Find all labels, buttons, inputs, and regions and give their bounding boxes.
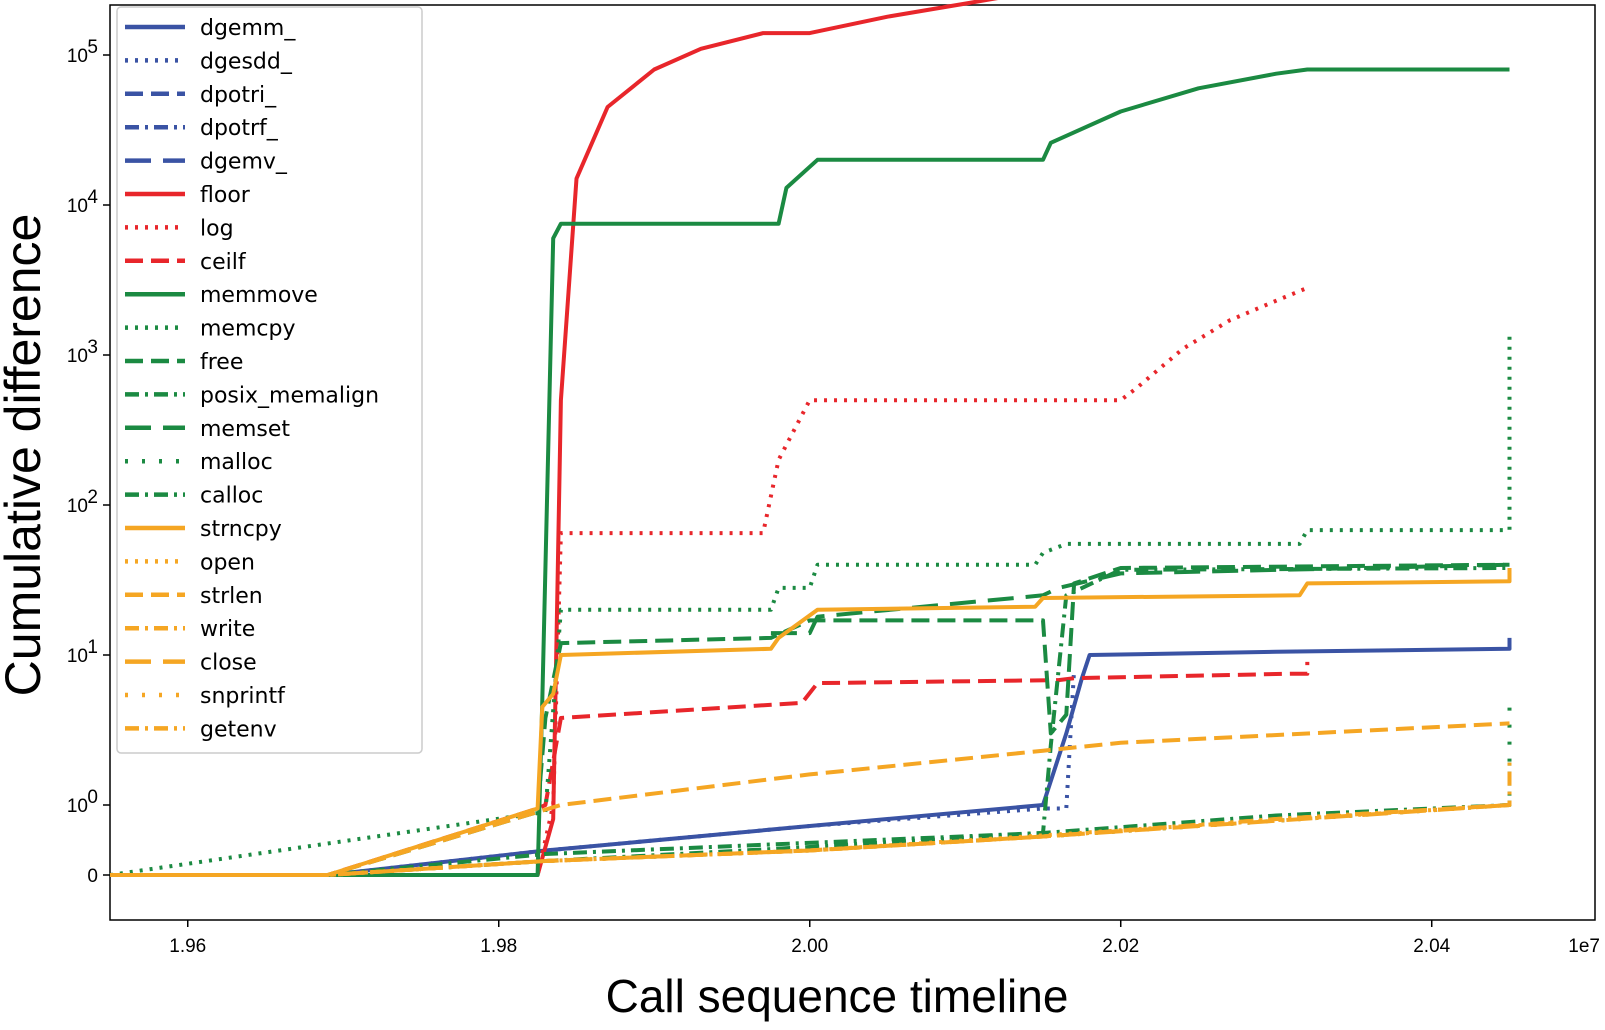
series-line-dgemm	[110, 637, 1512, 877]
series-line-floor	[110, 0, 999, 877]
x-offset-label: 1e7	[1568, 936, 1600, 957]
x-tick-label: 2.02	[1102, 936, 1139, 957]
x-tick-label: 2.00	[791, 936, 828, 957]
legend: dgemm_ dgesdd_ dpotri_ dpotrf_ dgemv_floor lo…	[116, 6, 423, 754]
legend-label: open	[200, 550, 255, 575]
legend-label: dgemm_	[200, 16, 296, 41]
legend-label: floor	[200, 183, 251, 208]
x-axis-ticks: 1.96 1.98 2.00 2.02 2.04	[169, 920, 1451, 957]
y-tick-exponent: 2	[87, 487, 98, 508]
x-axis-title: Call sequence timeline	[606, 970, 1069, 1022]
legend-label: dgesdd_	[200, 49, 293, 74]
legend-label: posix_memalign	[200, 383, 379, 408]
y-tick-exponent: 3	[87, 337, 98, 358]
series-line-dgesdd	[110, 669, 1077, 877]
x-tick-label: 1.96	[169, 936, 206, 957]
y-tick-label: 10	[67, 46, 88, 67]
x-tick-label: 2.04	[1413, 936, 1450, 957]
series-line-strlen	[110, 721, 1510, 877]
series-line-close	[110, 803, 1510, 877]
legend-label: dpotrf_	[200, 116, 279, 141]
y-tick-exponent: 0	[87, 787, 98, 808]
y-tick-label: 10	[67, 646, 88, 667]
legend-label: dgemv_	[200, 150, 288, 175]
series-line-memcpy	[109, 333, 1512, 877]
legend-label: free	[200, 350, 243, 375]
y-tick-exponent: 5	[87, 37, 98, 58]
series-line-strncpy	[110, 568, 1512, 877]
legend-label: memset	[200, 417, 290, 442]
legend-label: memcpy	[200, 317, 295, 342]
series-line-getenv	[110, 803, 1510, 877]
y-tick-exponent: 4	[87, 187, 98, 208]
legend-label: strlen	[200, 584, 263, 609]
legend-label: malloc	[200, 450, 273, 475]
legend-label: getenv	[200, 717, 277, 742]
legend-label: memmove	[200, 283, 318, 308]
legend-label: close	[200, 651, 257, 676]
series-line-memmove	[110, 67, 1510, 877]
legend-label: dpotri_	[200, 83, 277, 108]
legend-label: write	[200, 617, 255, 642]
legend-label: calloc	[200, 484, 263, 509]
y-tick-label: 10	[67, 496, 88, 517]
y-tick-exponent: 1	[87, 637, 98, 658]
series-line-memset	[770, 562, 1510, 636]
y-axis-title: Cumulative difference	[0, 214, 51, 697]
legend-box	[116, 6, 423, 754]
legend-label: strncpy	[200, 517, 282, 542]
y-tick-label: 10	[67, 346, 88, 367]
x-tick-label: 1.98	[480, 936, 517, 957]
legend-label: snprintf	[200, 684, 286, 709]
y-tick-label: 10	[67, 796, 88, 817]
series-line-log	[110, 286, 1309, 877]
y-tick-label: 10	[67, 196, 88, 217]
y-tick-label: 0	[87, 866, 98, 887]
legend-items: dgemm_ dgesdd_ dpotri_ dpotrf_ dgemv_floor lo…	[125, 16, 379, 742]
legend-label: ceilf	[200, 250, 247, 275]
legend-label: log	[200, 216, 234, 241]
series-layer	[109, 0, 1512, 877]
